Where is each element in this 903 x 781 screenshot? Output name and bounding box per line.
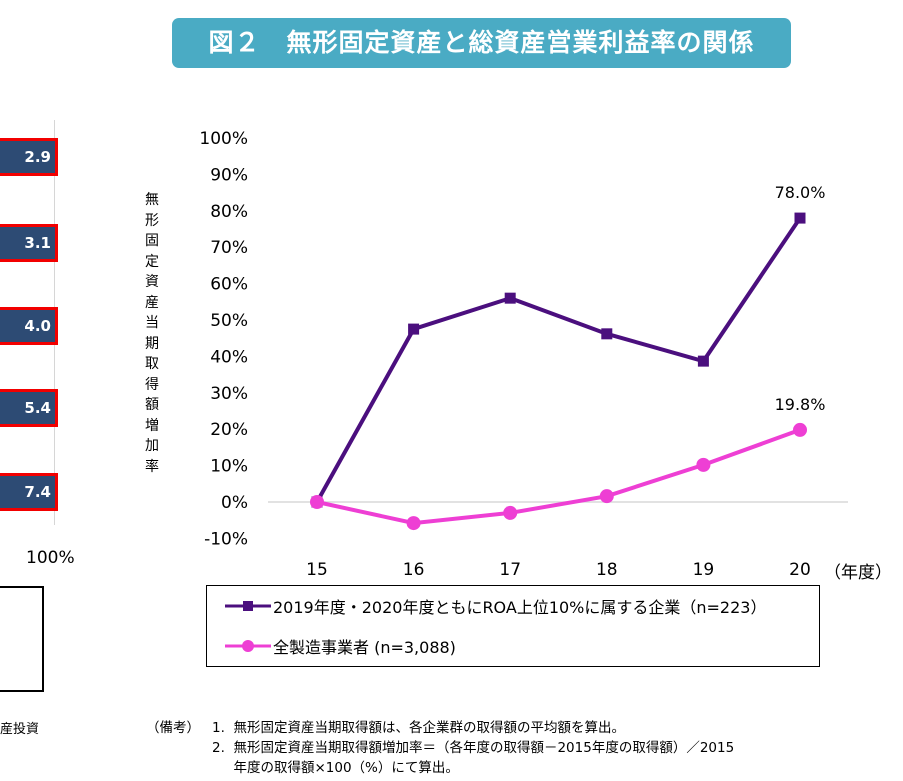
left-legend-box <box>0 586 44 692</box>
notes: （備考） 1. 無形固定資産当期取得額は、各企業群の取得額の平均額を算出。 2.… <box>146 718 734 778</box>
left-bar-label: 2.9 <box>0 138 58 176</box>
data-point <box>310 495 324 509</box>
y-tick-label: 20% <box>210 420 248 440</box>
note-line: 1. 無形固定資産当期取得額は、各企業群の取得額の平均額を算出。 <box>212 720 625 736</box>
data-point <box>696 457 711 472</box>
data-point <box>601 328 613 340</box>
y-tick-label: 50% <box>210 311 248 331</box>
left-caption: 産投資 <box>0 722 40 737</box>
y-tick-label: 70% <box>210 238 248 258</box>
legend-item: 全製造事業者 (n=3,088) <box>223 634 456 658</box>
y-tick-label: 10% <box>210 457 248 477</box>
x-tick-label: 15 <box>306 560 328 580</box>
data-point <box>599 489 614 504</box>
x-tick-label: 17 <box>499 560 521 580</box>
legend: 2019年度・2020年度ともにROA上位10%に属する企業（n=223） 全製… <box>206 585 820 667</box>
y-axis-title: 無形固定資産当期取得額増加率 <box>145 192 159 475</box>
x-tick-label: 16 <box>403 560 425 580</box>
data-point <box>504 292 516 304</box>
data-point <box>406 516 421 531</box>
x-axis-title: （年度） <box>824 563 892 583</box>
legend-item: 2019年度・2020年度ともにROA上位10%に属する企業（n=223） <box>223 594 766 618</box>
y-tick-label: 80% <box>210 202 248 222</box>
legend-square-marker-icon <box>225 601 271 611</box>
figure-title: 図２ 無形固定資産と総資産営業利益率の関係 <box>172 18 791 68</box>
data-point <box>697 355 709 367</box>
data-point <box>793 422 807 437</box>
legend-circle-marker-icon <box>225 640 271 652</box>
left-bar-label: 5.4 <box>0 389 58 427</box>
left-bar-label: 7.4 <box>0 473 58 511</box>
notes-prefix: （備考） <box>146 720 200 736</box>
series-line <box>316 428 801 526</box>
y-tick-label: 0% <box>221 493 248 513</box>
x-tick-label: 18 <box>596 560 618 580</box>
note-line: 年度の取得額×100（%）にて算出。 <box>212 760 459 776</box>
data-point <box>408 323 420 335</box>
x-tick-label: 20 <box>789 560 811 580</box>
y-tick-label: -10% <box>204 529 248 549</box>
y-tick-label: 60% <box>210 275 248 295</box>
x-tick-label: 19 <box>693 560 715 580</box>
legend-label: 2019年度・2020年度ともにROA上位10%に属する企業（n=223） <box>273 598 767 617</box>
series-line <box>315 216 802 503</box>
y-tick-label: 30% <box>210 384 248 404</box>
left-bar-label: 4.0 <box>0 307 58 345</box>
y-tick-label: 100% <box>199 129 248 149</box>
left-axis-label: 100% <box>26 548 75 568</box>
data-point <box>794 212 806 224</box>
note-line: 2. 無形固定資産当期取得額増加率＝（各年度の取得額－2015年度の取得額）／2… <box>212 740 735 756</box>
legend-label: 全製造事業者 (n=3,088) <box>273 638 456 657</box>
y-tick-label: 90% <box>210 165 248 185</box>
data-label: 78.0% <box>775 183 826 202</box>
data-point <box>503 505 518 520</box>
y-tick-label: 40% <box>210 347 248 367</box>
left-bar-label: 3.1 <box>0 224 58 262</box>
data-label: 19.8% <box>775 395 826 414</box>
